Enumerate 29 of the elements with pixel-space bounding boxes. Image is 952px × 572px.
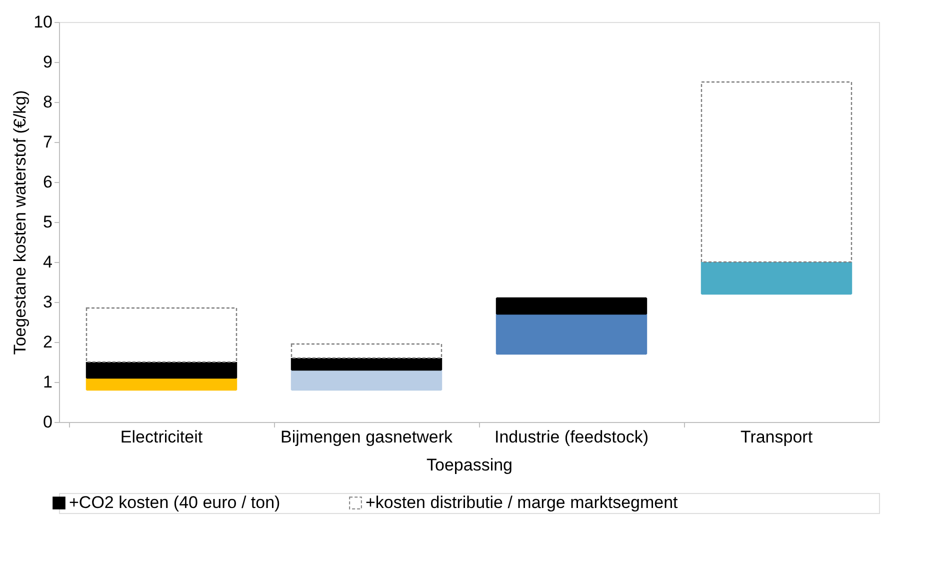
y-axis-title: Toegestane kosten waterstof (€/kg) — [10, 90, 30, 355]
bar — [700, 261, 852, 295]
bar — [86, 377, 238, 391]
y-tick-label: 9 — [43, 52, 52, 72]
bar — [496, 297, 648, 315]
y-tick-label: 6 — [43, 172, 52, 192]
bar — [290, 357, 442, 371]
y-tick-label: 0 — [43, 412, 52, 432]
bar — [86, 361, 238, 379]
x-tick-label: Industrie (feedstock) — [494, 428, 649, 446]
y-tick-label: 4 — [43, 252, 52, 272]
x-tick-label: Electriciteit — [120, 428, 203, 446]
x-tick-label: Bijmengen gasnetwerk — [280, 428, 453, 446]
y-tick-label: 8 — [43, 92, 52, 112]
bar — [290, 343, 442, 359]
bar — [496, 313, 648, 355]
y-tick-label: 3 — [43, 292, 52, 312]
y-tick-label: 7 — [43, 132, 52, 152]
bar — [700, 81, 852, 263]
bar — [86, 307, 238, 363]
x-tick-label: Transport — [740, 428, 813, 446]
legend-label: +CO2 kosten (40 euro / ton) — [69, 493, 280, 512]
bar — [290, 369, 442, 391]
y-tick-label: 10 — [34, 12, 52, 32]
x-axis-title: Toepassing — [426, 456, 513, 474]
y-tick-label: 5 — [43, 212, 52, 232]
y-tick-label: 1 — [43, 372, 52, 392]
legend-label: +kosten distributie / marge marktsegment — [366, 493, 678, 512]
y-tick-label: 2 — [43, 332, 52, 352]
